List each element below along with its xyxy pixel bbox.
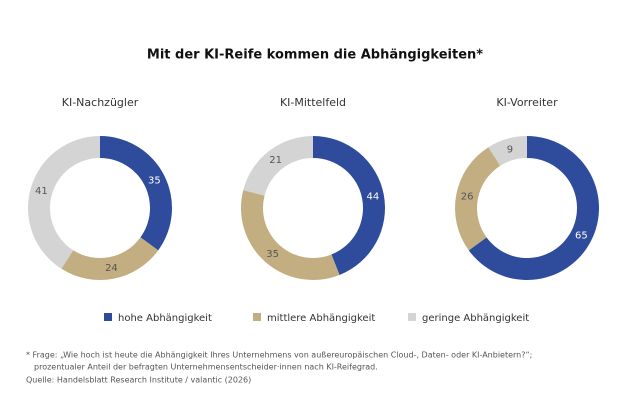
- footnote: * Frage: „Wie hoch ist heute die Abhängi…: [26, 351, 532, 360]
- donut-segment: [61, 237, 159, 280]
- value-label: 26: [461, 192, 474, 203]
- donut-segment: [313, 136, 386, 275]
- value-label: 24: [105, 263, 118, 274]
- value-label: 9: [507, 144, 513, 155]
- donut-segment: [243, 136, 313, 196]
- legend-label: geringe Abhängigkeit: [422, 313, 529, 324]
- donut-segment: [454, 147, 501, 251]
- source: Quelle: Handelsblatt Research Institute …: [26, 376, 251, 385]
- pie-title: KI-Nachzügler: [62, 96, 139, 109]
- value-label: 35: [266, 249, 279, 260]
- value-label: 65: [575, 231, 588, 242]
- donut-segment: [28, 136, 100, 269]
- value-label: 21: [269, 155, 282, 166]
- value-label: 41: [35, 186, 48, 197]
- donut-segment: [468, 136, 599, 280]
- chart-title: Mit der KI-Reife kommen die Abhängigkeit…: [147, 48, 483, 63]
- legend-swatch: [408, 313, 416, 321]
- pie-title: KI-Vorreiter: [496, 96, 558, 109]
- donut-segment: [100, 136, 173, 251]
- legend-label: hohe Abhängigkeit: [118, 313, 212, 324]
- donut-segment: [488, 136, 527, 166]
- legend-swatch: [253, 313, 261, 321]
- pie-title: KI-Mittelfeld: [280, 96, 346, 109]
- footnote: prozentualer Anteil der befragten Untern…: [34, 363, 378, 372]
- legend-label: mittlere Abhängigkeit: [267, 313, 375, 324]
- legend-swatch: [104, 313, 112, 321]
- donut-segment: [240, 190, 340, 280]
- value-label: 35: [148, 175, 161, 186]
- value-label: 44: [367, 192, 380, 203]
